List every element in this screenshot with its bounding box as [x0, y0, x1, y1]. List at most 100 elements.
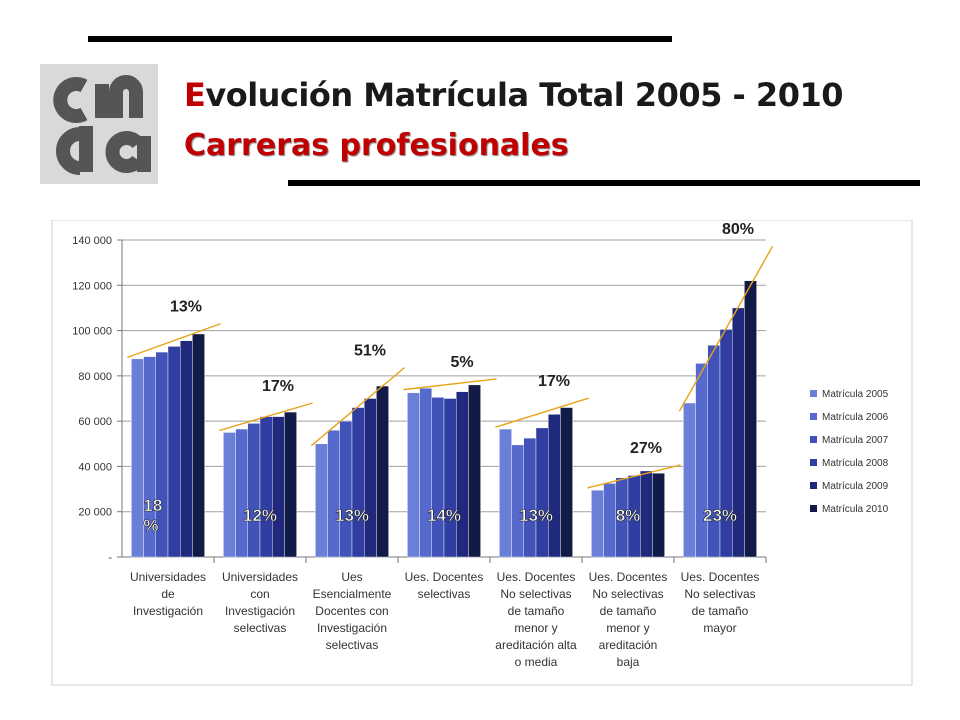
trend-line — [219, 402, 313, 432]
bar — [192, 333, 205, 558]
bar — [351, 407, 365, 558]
growth-label: 17% — [262, 378, 294, 395]
share-label: % — [143, 516, 158, 535]
y-tick-label: 60 000 — [78, 416, 112, 428]
category-label: con — [250, 587, 269, 601]
growth-label: 17% — [538, 373, 570, 390]
bar — [443, 398, 457, 558]
share-label: 23% — [703, 506, 737, 525]
bar — [468, 384, 481, 558]
bar — [223, 432, 236, 558]
bar — [548, 414, 561, 558]
trend-line — [127, 323, 221, 359]
legend-swatch — [810, 505, 817, 512]
trend-line — [495, 397, 589, 428]
bar — [407, 392, 420, 558]
bar — [695, 363, 708, 558]
legend-swatch — [810, 482, 817, 489]
cinda-logo — [40, 64, 158, 184]
legend-swatch — [810, 436, 817, 443]
category-label: Universidades — [222, 570, 298, 584]
category-label: Ues. Docentes — [589, 570, 668, 584]
cinda-logo-icon — [53, 75, 151, 175]
category-label: de tamaño — [508, 604, 565, 618]
legend-label: Matrícula 2008 — [822, 458, 889, 469]
bar — [131, 358, 144, 558]
title-first-letter: E — [184, 76, 206, 114]
legend-label: Matrícula 2010 — [822, 504, 889, 515]
bar — [339, 420, 353, 558]
y-tick-label: 120 000 — [72, 280, 112, 292]
growth-label: 80% — [722, 221, 754, 238]
bar — [431, 397, 445, 558]
share-label: 18 — [143, 496, 162, 515]
bar — [327, 429, 341, 558]
bar — [235, 428, 249, 558]
bar — [707, 345, 721, 558]
title-text: volución Matrícula Total 2005 - 2010 — [205, 76, 843, 114]
category-label: Ues. Docentes — [681, 570, 760, 584]
category-label: Ues. Docentes — [497, 570, 576, 584]
bottom-rule — [288, 180, 920, 186]
enrollment-chart: - 20 000 40 000 60 000 80 000 100 000 120 000 1… — [51, 220, 913, 686]
bar — [640, 470, 653, 558]
trend-line — [403, 378, 497, 391]
category-label: Investigación — [133, 604, 203, 618]
category-label: Investigación — [225, 604, 295, 618]
bar — [456, 391, 469, 558]
legend-swatch — [810, 459, 817, 466]
bar — [247, 423, 261, 558]
trend-line — [587, 464, 681, 489]
bar — [511, 444, 525, 558]
trend-line — [310, 367, 406, 447]
category-label: de tamaño — [692, 604, 749, 618]
bar — [535, 427, 549, 558]
y-tick-label: 20 000 — [78, 507, 112, 519]
legend-swatch — [810, 390, 817, 397]
category-label: o media — [515, 655, 558, 669]
bar — [603, 483, 616, 558]
page-subtitle: Carreras profesionales — [184, 128, 569, 163]
bar — [560, 407, 573, 558]
category-label: Universidades — [130, 570, 206, 584]
category-label: selectivas — [326, 638, 379, 652]
bar — [259, 416, 273, 558]
category-label: No selectivas — [500, 587, 571, 601]
category-label: areditación — [599, 638, 658, 652]
share-label: 8% — [616, 506, 641, 525]
growth-label: 5% — [450, 354, 473, 371]
bar — [364, 398, 377, 558]
bar — [315, 443, 328, 558]
y-tick-label: 40 000 — [78, 461, 112, 473]
category-label: de — [161, 587, 175, 601]
y-tick-label: - — [108, 552, 112, 564]
growth-label: 51% — [354, 343, 386, 360]
bar — [591, 490, 604, 558]
share-label: 12% — [243, 506, 277, 525]
legend-label: Matrícula 2005 — [822, 389, 889, 400]
growth-label: 27% — [630, 440, 662, 457]
y-tick-label: 80 000 — [78, 371, 112, 383]
category-label: Investigación — [317, 621, 387, 635]
category-label: Ues. Docentes — [405, 570, 484, 584]
category-label: menor y — [514, 621, 557, 635]
category-label: Esencialmente — [313, 587, 392, 601]
growth-label: 13% — [170, 299, 202, 316]
share-label: 13% — [519, 506, 553, 525]
category-label: baja — [617, 655, 640, 669]
legend-label: Matrícula 2006 — [822, 412, 889, 423]
legend-label: Matrícula 2009 — [822, 481, 889, 492]
category-label: Docentes con — [315, 604, 388, 618]
trend-line — [678, 245, 774, 412]
category-label: menor y — [606, 621, 649, 635]
category-label: Ues — [341, 570, 362, 584]
bar — [652, 473, 665, 558]
category-label: selectivas — [418, 587, 471, 601]
y-tick-label: 100 000 — [72, 326, 112, 338]
category-label: areditación alta — [495, 638, 577, 652]
bar — [419, 388, 433, 558]
page-title: Evolución Matrícula Total 2005 - 2010 — [184, 76, 843, 114]
bar — [683, 402, 696, 558]
chart-frame — [51, 220, 913, 686]
legend-label: Matrícula 2007 — [822, 435, 889, 446]
